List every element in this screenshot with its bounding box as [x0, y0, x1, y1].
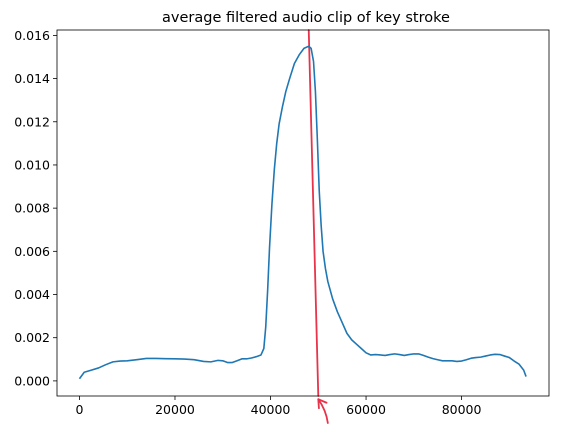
y-tick-label: 0.002	[14, 330, 50, 345]
y-tick-label: 0.000	[14, 373, 50, 388]
annotation-line	[307, 29, 320, 397]
y-tick-label: 0.014	[14, 71, 50, 86]
annotation-arrow	[317, 398, 329, 424]
x-tick-label: 60000	[346, 402, 386, 417]
y-tick-label: 0.006	[14, 244, 50, 259]
plot-frame	[56, 29, 550, 397]
y-tick-label: 0.012	[14, 114, 50, 129]
series-line	[78, 45, 527, 380]
x-tick-label: 20000	[155, 402, 195, 417]
y-tick-label: 0.008	[14, 201, 50, 216]
arrow-head-icon	[317, 398, 328, 410]
x-tick-label: 0	[75, 402, 83, 417]
x-tick-label: 80000	[442, 402, 482, 417]
y-tick-label: 0.010	[14, 157, 50, 172]
y-tick-label: 0.004	[14, 287, 50, 302]
x-tick-label: 40000	[251, 402, 291, 417]
chart-title: average filtered audio clip of key strok…	[162, 10, 450, 26]
y-tick-label: 0.016	[14, 28, 50, 43]
